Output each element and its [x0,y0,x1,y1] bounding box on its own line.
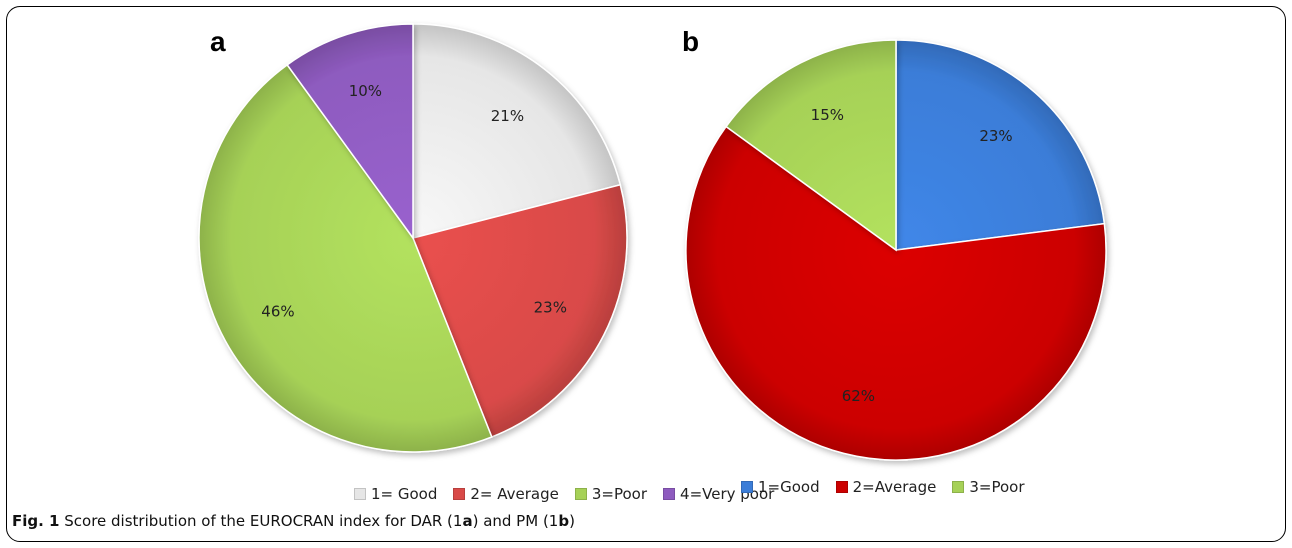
pie-label-a-3: 46% [261,303,294,321]
legend-label-a-3: 3=Poor [591,485,648,503]
legend-item-a-1: 1= Good [354,485,437,503]
legend-item-b-3: 3=Poor [952,478,1025,496]
figure-caption: Fig. 1 Score distribution of the EUROCRA… [12,512,575,530]
caption-prefix: Fig. 1 [12,512,60,530]
panel-letter-a: a [210,26,226,57]
pie-label-a-4: 10% [349,82,382,100]
pie-slice-b-2 [685,125,1107,461]
pie-slice-a-1 [412,23,622,239]
legend-label-b-2: 2=Average [852,478,937,496]
panel-letter-b: b [682,26,700,57]
pie-label-b-2: 62% [842,387,875,405]
legend-label-a-2: 2= Average [470,485,559,503]
legend-b: 1=Good 2=Average 3=Poor [741,478,1025,496]
legend-swatch-b-1 [741,481,753,493]
legend-item-b-1: 1=Good [741,478,820,496]
legend-swatch-a-3 [574,488,587,500]
legend-swatch-a-2 [453,488,466,500]
pie-label-b-1: 23% [979,127,1012,145]
pie-slice-b-1 [895,39,1106,251]
legend-label-b-3: 3=Poor [969,478,1025,496]
pie-chart-a: 21% 23% 46% 10% [198,23,628,453]
legend-a: 1= Good 2= Average 3=Poor 4=Very poor [354,485,774,503]
pie-slice-a-2 [411,183,628,438]
legend-item-a-3: 3=Poor [574,485,648,503]
caption-text-3: ) [569,512,575,530]
legend-item-b-2: 2=Average [835,478,937,496]
caption-bold-1: a [462,512,473,530]
caption-text-2: ) and PM (1 [472,512,559,530]
pie-label-b-3: 15% [811,106,844,124]
caption-bold-2: b [558,512,570,530]
figure-frame [6,6,1286,542]
legend-swatch-a-1 [354,488,366,500]
pie-slice-a-3 [198,63,493,453]
pie-slice-a-4 [286,23,414,241]
legend-swatch-b-2 [835,481,848,493]
pie-label-a-2: 23% [534,298,567,316]
pie-slice-b-3 [725,39,897,252]
pie-label-a-1: 21% [491,107,524,125]
caption-text-1: Score distribution of the EUROCRAN index… [59,512,463,530]
legend-swatch-b-3 [952,481,965,493]
legend-label-a-1: 1= Good [371,485,438,503]
legend-label-b-1: 1=Good [758,478,820,496]
legend-item-a-2: 2= Average [453,485,559,503]
pie-chart-b: 23% 62% 15% [685,39,1107,461]
legend-swatch-a-4 [663,488,676,500]
